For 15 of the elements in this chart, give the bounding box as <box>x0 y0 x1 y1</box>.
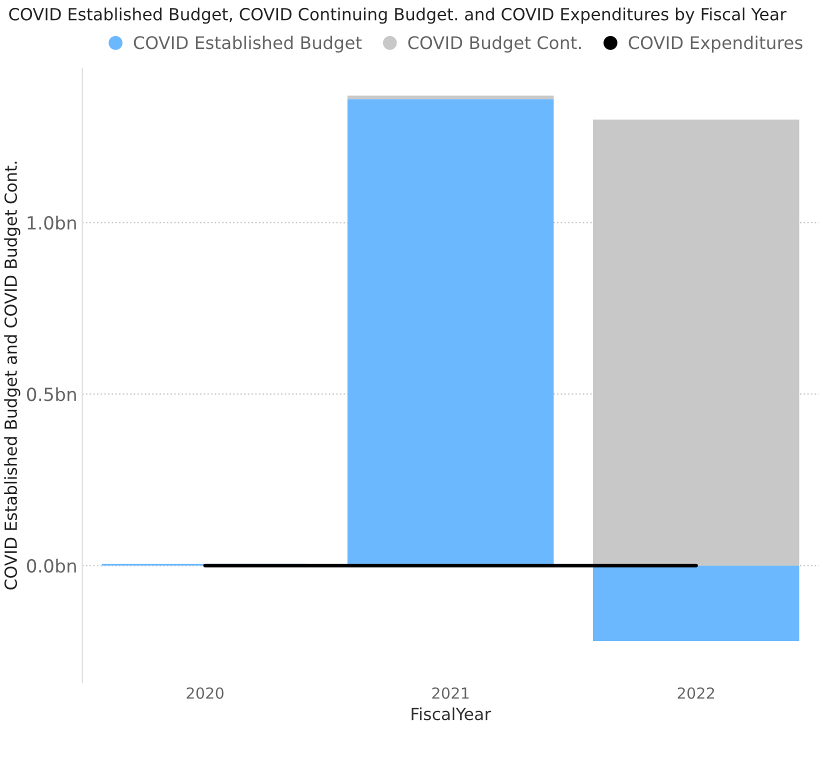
y-tick-label: 0.5bn <box>27 387 76 402</box>
legend-label: COVID Expenditures <box>628 36 802 53</box>
x-tick-label: 2022 <box>678 687 714 699</box>
y-tick-label: 1.0bn <box>28 216 76 230</box>
bar <box>347 99 554 566</box>
bar <box>593 566 800 642</box>
y-tick-label: 0.0bn <box>27 558 76 573</box>
legend-label: COVID Budget Cont. <box>408 36 581 53</box>
legend-label: COVID Established Budget <box>134 36 362 53</box>
x-tick-label: 2020 <box>186 687 224 699</box>
chart-title: COVID Established Budget, COVID Continuing Budget. and COVID Expenditures by Fiscal Year <box>9 8 786 24</box>
x-tick-label: 2021 <box>432 687 469 699</box>
y-axis-title: COVID Established Budget and COVID Budget Cont. <box>4 162 20 590</box>
x-axis-title: FiscalYear <box>412 707 492 720</box>
bar <box>347 96 554 100</box>
